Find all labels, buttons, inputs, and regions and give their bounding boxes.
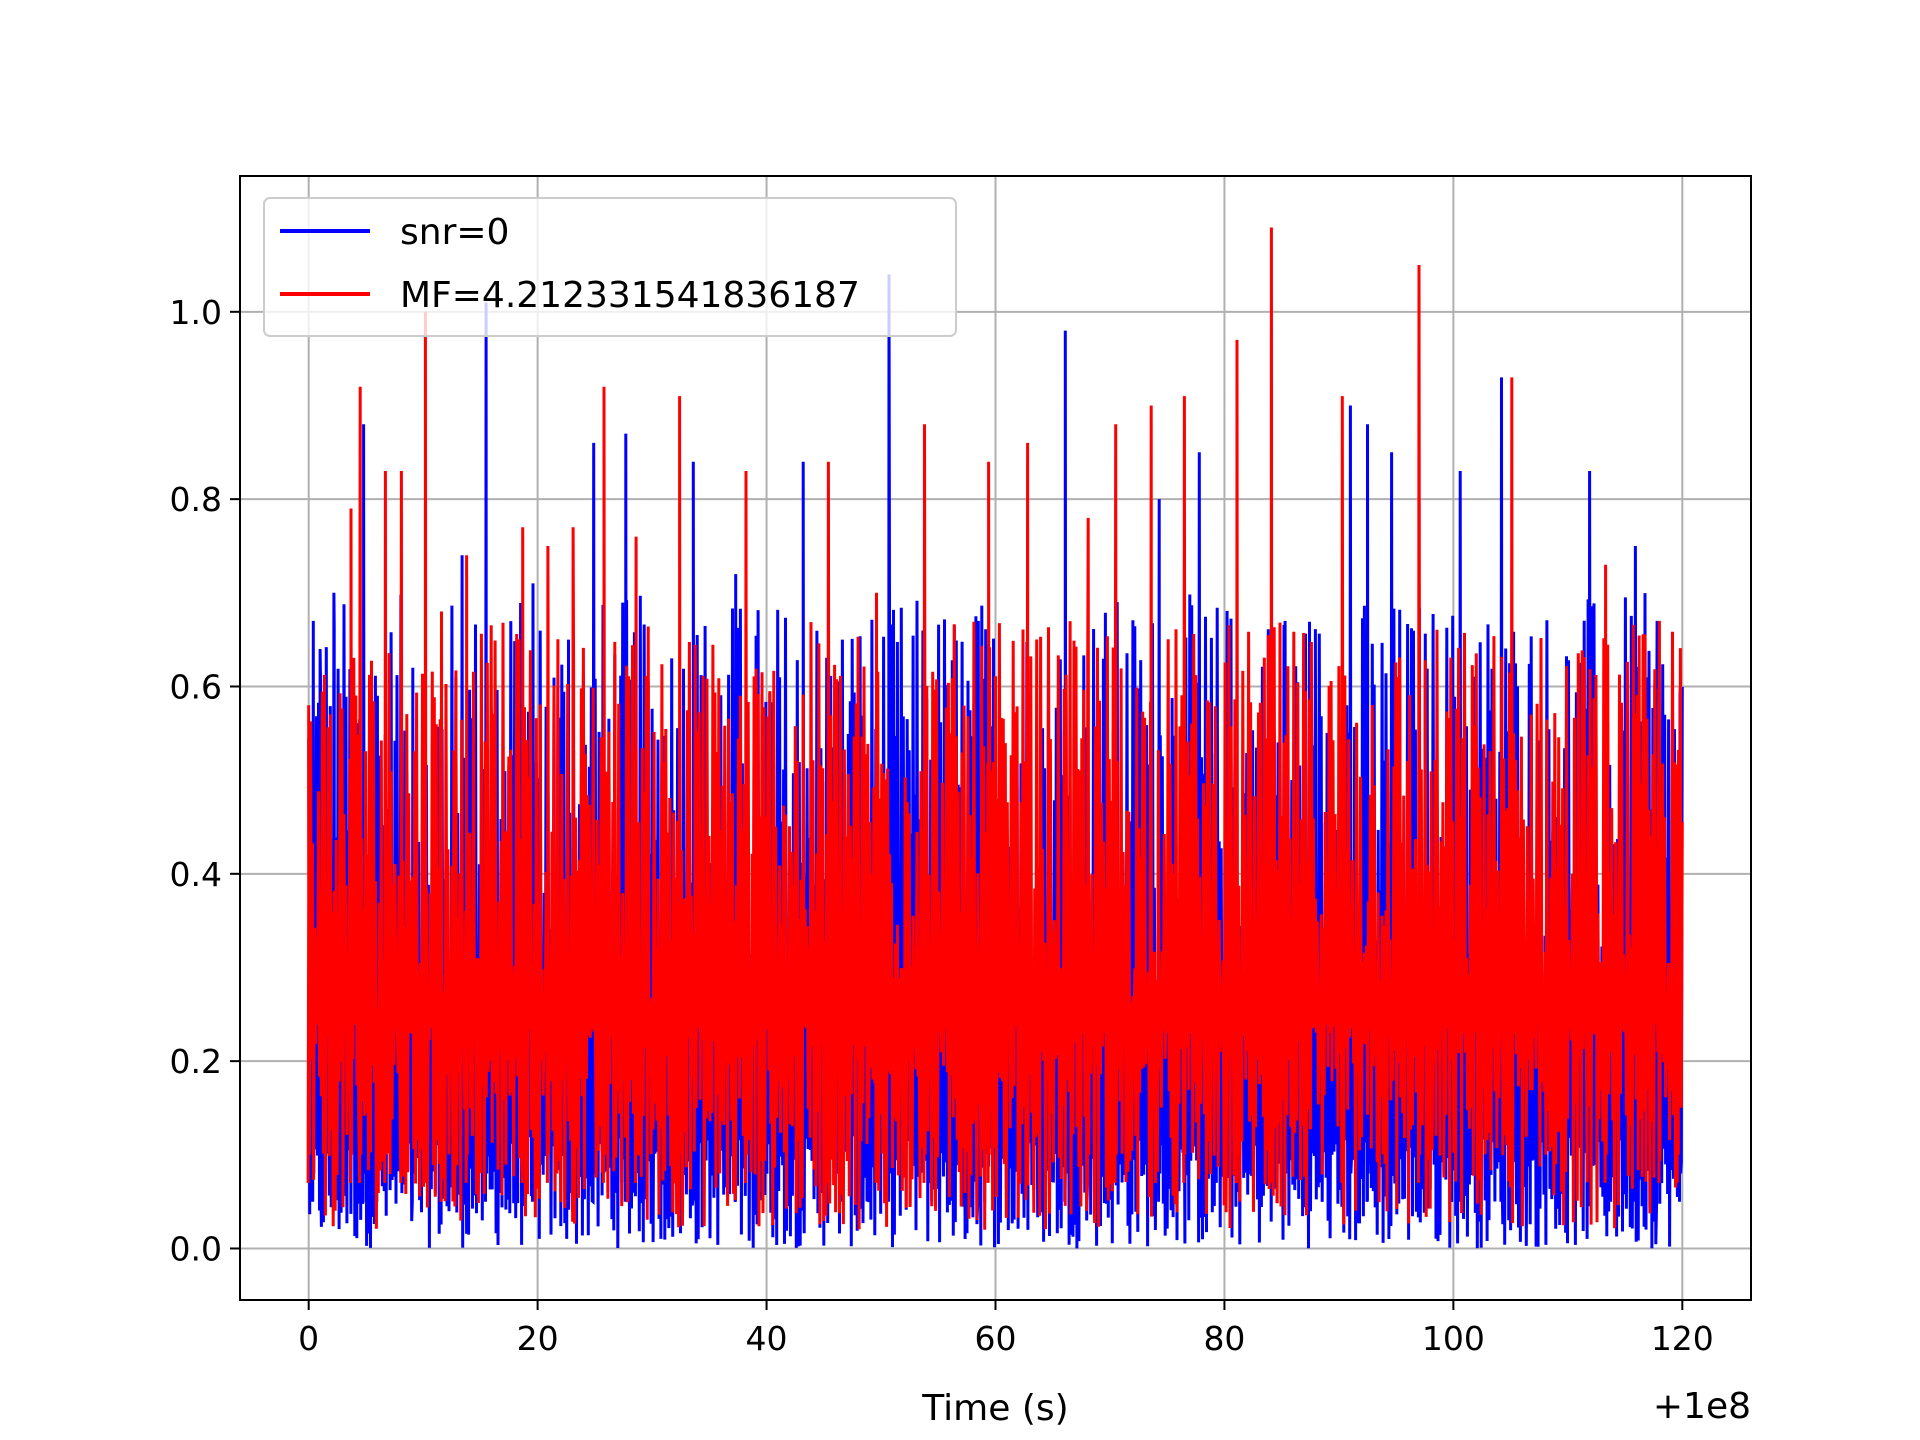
legend-box bbox=[263, 197, 957, 337]
x-tick-label: 80 bbox=[1203, 1319, 1245, 1358]
x-tick-label: 0 bbox=[298, 1319, 319, 1358]
x-axis-label: Time (s) bbox=[921, 1388, 1068, 1429]
series-layer bbox=[306, 227, 1684, 1249]
x-axis-offset-text: +1e8 bbox=[1653, 1386, 1751, 1427]
x-tick-label: 60 bbox=[975, 1319, 1017, 1358]
x-tick-label: 120 bbox=[1651, 1319, 1714, 1358]
ticks: 0 20 40 60 80 100 120 0.0 0.2 0.4 0.6 0.8 1.0 bbox=[170, 293, 1714, 1358]
series-line-mf bbox=[306, 227, 1684, 1230]
y-tick-label: 0.2 bbox=[170, 1042, 222, 1081]
y-tick-label: 0.4 bbox=[170, 855, 222, 894]
y-tick-label: 0.0 bbox=[170, 1229, 222, 1268]
y-tick-label: 1.0 bbox=[170, 293, 222, 332]
x-tick-label: 20 bbox=[517, 1319, 559, 1358]
legend: snr=0 MF=4.212331541836187 bbox=[263, 197, 957, 337]
x-tick-label: 100 bbox=[1422, 1319, 1485, 1358]
legend-label-mf: MF=4.212331541836187 bbox=[400, 275, 860, 316]
legend-label-snr: snr=0 bbox=[400, 212, 509, 253]
y-tick-label: 0.6 bbox=[170, 667, 222, 706]
y-tick-label: 0.8 bbox=[170, 480, 222, 519]
x-tick-label: 40 bbox=[746, 1319, 788, 1358]
